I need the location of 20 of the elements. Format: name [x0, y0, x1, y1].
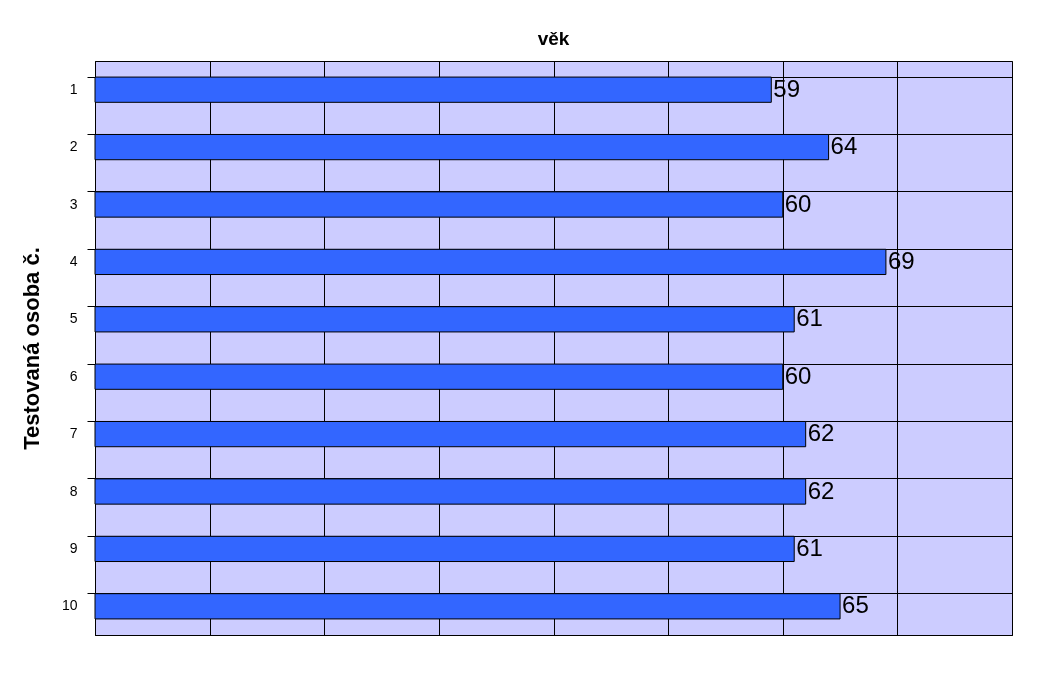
chart-title: věk [537, 28, 570, 49]
data-label: 60 [784, 361, 812, 389]
y-tick-label: 9 [69, 539, 78, 556]
y-tick-label: 7 [69, 425, 78, 442]
data-label: 61 [796, 533, 823, 561]
data-label: 65 [842, 591, 869, 619]
y-tick-label: 4 [69, 252, 78, 269]
y-tick-label: 2 [69, 138, 78, 155]
data-label: 60 [784, 189, 812, 217]
y-tick-label: 8 [69, 482, 78, 499]
y-tick-label: 3 [69, 195, 78, 212]
y-tick-label: 1 [69, 80, 78, 97]
y-tick-label: 10 [61, 597, 78, 614]
y-axis-title: Testovaná osoba č. [18, 247, 44, 450]
y-tick-label: 6 [69, 367, 78, 384]
data-label: 64 [830, 132, 858, 160]
y-tick-label: 5 [69, 310, 78, 327]
data-label: 62 [807, 476, 835, 504]
data-label: 62 [807, 419, 835, 447]
data-label: 61 [796, 304, 823, 332]
